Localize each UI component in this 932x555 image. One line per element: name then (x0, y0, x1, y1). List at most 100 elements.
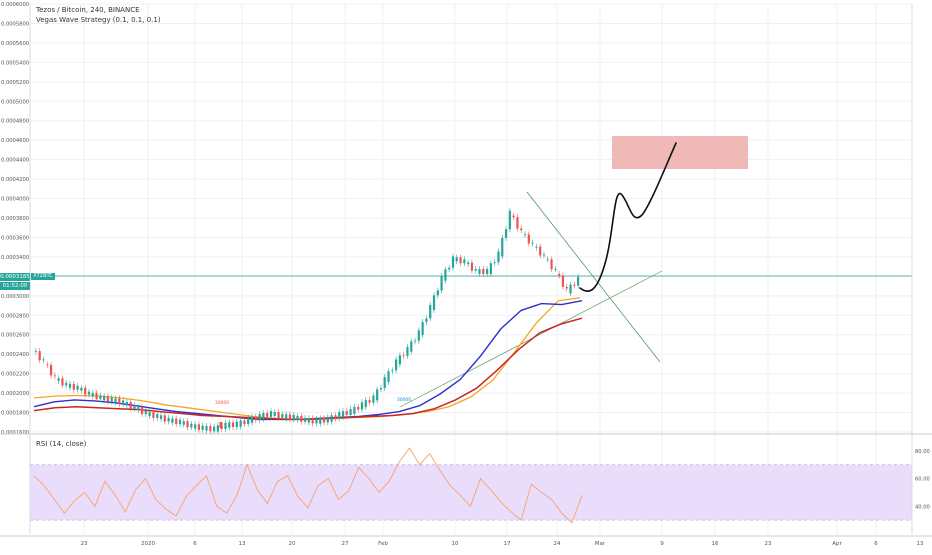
candle-body (220, 425, 223, 429)
candle-body (311, 418, 314, 424)
candle-body (140, 407, 144, 415)
candle-body (137, 407, 140, 411)
y-tick-label: 0.0002800 (1, 313, 29, 319)
candle-body (194, 424, 197, 429)
y-tick-label: 0.0005800 (1, 21, 29, 27)
price-series (34, 207, 580, 435)
candle-body (470, 262, 474, 271)
x-tick-label: 27 (342, 541, 349, 547)
candle-body (125, 402, 128, 406)
candle-body (330, 415, 333, 422)
candle-body (539, 246, 542, 256)
candle-body (531, 242, 534, 244)
candle-body (197, 424, 201, 430)
candle-body (357, 406, 360, 410)
x-tick-label: Mar (595, 541, 606, 547)
y-tick-label: 0.0001800 (1, 411, 29, 417)
y-tick-label: 0.0006000 (1, 2, 29, 8)
x-tick-label: 16 (712, 541, 719, 547)
candle-body (338, 412, 341, 419)
downtrend-line (526, 191, 661, 363)
candle-body (402, 355, 405, 357)
y-tick-label: 0.0004600 (1, 138, 29, 144)
candle-body (148, 412, 151, 416)
candle-body (315, 418, 318, 424)
x-tick-label: 20 (289, 541, 296, 547)
candle-body (273, 412, 276, 416)
candle-body (398, 355, 401, 365)
rsi-tick-label: 40.00 (915, 504, 930, 510)
candle-body (303, 417, 307, 422)
chart-title: Tezos / Bitcoin, 240, BINANCE (36, 6, 140, 14)
candle-body (57, 378, 60, 381)
candle-body (114, 398, 117, 403)
candle-body (463, 259, 466, 264)
candle-body (46, 364, 49, 366)
candle-body (360, 402, 364, 410)
candle-body (38, 351, 41, 361)
rsi-title: RSI (14, close) (36, 440, 87, 448)
rsi-tick-label: 80.00 (915, 449, 930, 455)
candle-body (436, 290, 439, 296)
candle-body (133, 405, 136, 409)
y-tick-label: 0.0004400 (1, 158, 29, 164)
candle-body (455, 257, 458, 262)
candle-body (212, 426, 216, 432)
y-tick-label: 0.0005600 (1, 41, 29, 47)
candle-body (376, 389, 379, 401)
candle-body (512, 215, 515, 218)
candle-body (482, 269, 485, 274)
candle-body (235, 421, 238, 427)
candle-body (520, 228, 523, 231)
signal-marker-sell: 30000 (215, 400, 229, 406)
x-tick-label: 9 (660, 541, 664, 547)
signal-arrow-sell (219, 422, 223, 428)
candle-body (485, 269, 489, 274)
x-tick-label: 13 (917, 541, 924, 547)
y-tick-label: 0.0003400 (1, 255, 29, 261)
candle-body (497, 251, 500, 263)
candle-body (254, 416, 257, 421)
x-tick-label: 23 (81, 541, 88, 547)
candle-body (565, 286, 568, 289)
candle-body (474, 269, 477, 271)
candle-body (216, 425, 219, 432)
candle-body (178, 419, 182, 425)
candle-body (307, 418, 310, 423)
candle-body (61, 378, 64, 386)
candle-body (49, 365, 53, 376)
candle-body (80, 387, 83, 391)
candle-body (288, 414, 292, 420)
rsi-line (33, 447, 583, 524)
y-tick-label: 0.0003000 (1, 294, 29, 300)
y-tick-label: 0.0004800 (1, 119, 29, 125)
candle-body (167, 417, 170, 422)
rsi-panel (30, 447, 912, 524)
candle-body (322, 418, 326, 423)
y-tick-label: 0.0002600 (1, 333, 29, 339)
candle-body (345, 411, 348, 415)
candle-body (171, 418, 174, 423)
candle-body (516, 217, 519, 229)
candle-body (535, 246, 538, 248)
candle-body (152, 412, 155, 418)
candle-body (394, 359, 398, 371)
candle-body (99, 395, 102, 400)
candle-body (364, 400, 367, 408)
candle-body (239, 420, 242, 427)
candle-body (159, 415, 163, 419)
candle-body (561, 275, 565, 287)
candle-body (542, 254, 546, 256)
y-tick-label: 0.0005200 (1, 80, 29, 86)
candle-body (417, 330, 420, 341)
y-tick-label: 0.0005000 (1, 99, 29, 105)
candle-body (262, 413, 265, 419)
x-tick-label: 23 (765, 541, 772, 547)
candle-body (493, 262, 496, 264)
candle-body (250, 416, 254, 423)
rsi-tick-label: 60.00 (915, 477, 930, 483)
candle-body (182, 421, 185, 425)
candle-body (121, 400, 125, 405)
candle-body (34, 351, 37, 352)
